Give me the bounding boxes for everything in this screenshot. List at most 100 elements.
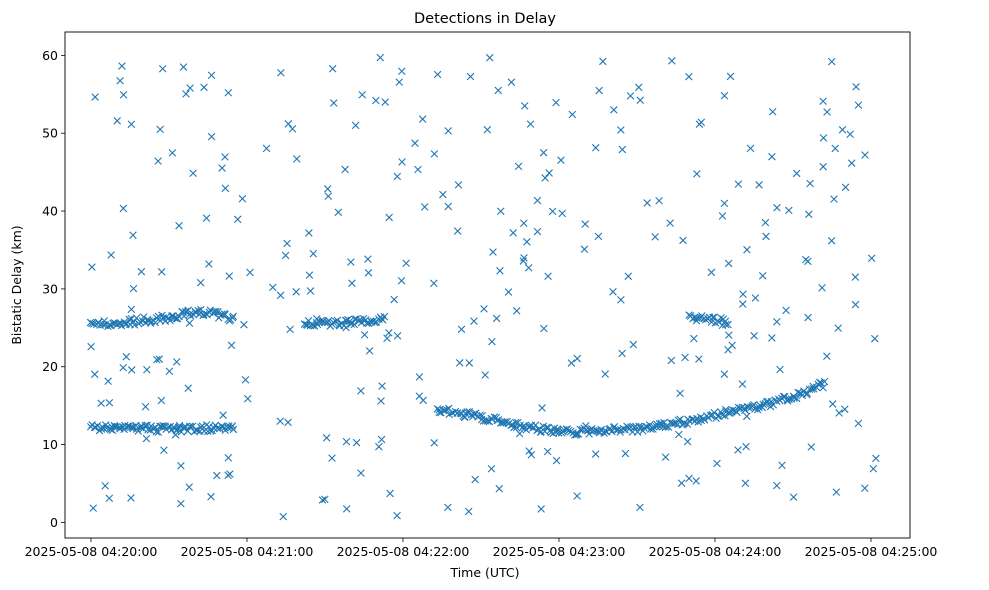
detection-marker	[157, 268, 166, 276]
detection-marker	[444, 503, 452, 512]
y-tick-label: 40	[42, 204, 58, 219]
detection-marker	[846, 130, 854, 139]
detection-marker	[433, 70, 442, 79]
detection-marker	[581, 220, 589, 228]
detection-marker	[524, 263, 533, 272]
detection-marker	[328, 454, 336, 462]
detection-marker	[685, 72, 693, 81]
detection-marker	[154, 428, 163, 436]
detection-marker	[207, 492, 215, 501]
detection-marker	[305, 229, 313, 237]
detection-marker	[785, 206, 793, 215]
detection-marker	[481, 371, 489, 379]
detection-marker	[207, 71, 216, 80]
detection-marker	[692, 477, 700, 485]
detection-marker	[189, 169, 197, 178]
detection-marker	[861, 151, 869, 159]
detection-marker	[471, 475, 479, 484]
detection-marker	[134, 427, 142, 435]
detection-marker	[601, 427, 609, 435]
detection-marker	[480, 305, 488, 313]
detection-marker	[419, 396, 427, 405]
detection-marker	[227, 341, 236, 350]
detection-marker	[312, 315, 321, 323]
detection-marker	[221, 153, 229, 161]
detection-marker	[677, 479, 686, 487]
detection-marker	[743, 245, 751, 254]
detection-marker	[122, 352, 131, 361]
detection-marker	[457, 325, 466, 334]
detection-marker	[127, 366, 136, 374]
detection-marker	[739, 290, 747, 298]
detection-marker	[397, 276, 406, 285]
detection-marker	[761, 218, 770, 227]
detection-marker	[418, 115, 427, 123]
detection-marker	[526, 120, 535, 128]
detection-marker	[655, 420, 664, 428]
detection-marker	[758, 272, 767, 280]
detection-marker	[537, 505, 545, 513]
detection-marker	[525, 447, 533, 455]
detection-marker	[309, 249, 318, 258]
detection-marker	[155, 355, 164, 363]
detection-marker	[854, 101, 863, 109]
detection-marker	[643, 199, 652, 207]
detection-marker	[629, 340, 638, 349]
detection-marker	[471, 409, 480, 418]
detection-marker	[617, 126, 625, 134]
detection-marker	[636, 503, 644, 512]
detection-marker	[676, 415, 684, 424]
data-points	[86, 53, 880, 521]
detection-marker	[283, 239, 291, 248]
detection-marker	[173, 425, 182, 434]
detection-marker	[334, 208, 343, 217]
detection-marker	[690, 334, 698, 343]
detection-marker	[720, 370, 729, 378]
detection-marker	[129, 284, 138, 293]
detection-marker	[496, 207, 505, 216]
detection-marker	[520, 421, 528, 430]
detection-marker	[127, 120, 136, 129]
detection-marker	[483, 125, 492, 134]
detection-marker	[700, 416, 709, 424]
detection-marker	[207, 132, 216, 141]
detection-marker	[97, 399, 105, 408]
detection-marker	[649, 425, 657, 433]
detection-marker	[557, 156, 565, 165]
detection-marker	[241, 376, 250, 384]
detection-marker	[378, 382, 386, 390]
detection-marker	[636, 96, 645, 105]
detection-marker	[743, 412, 751, 421]
detection-marker	[184, 384, 193, 392]
detection-marker	[89, 320, 98, 328]
detection-marker	[348, 279, 356, 288]
detection-marker	[465, 359, 474, 367]
detection-marker	[430, 279, 438, 288]
detection-marker	[224, 471, 232, 480]
y-tick-label: 0	[50, 515, 58, 530]
detection-marker	[328, 64, 337, 73]
detection-marker	[693, 170, 701, 178]
y-tick-label: 30	[42, 281, 58, 296]
detection-marker	[872, 454, 880, 463]
detection-marker	[158, 64, 167, 73]
detection-marker	[154, 157, 162, 165]
detection-marker	[667, 356, 676, 365]
detection-marker	[533, 227, 542, 236]
detection-marker	[229, 425, 238, 434]
y-tick-label: 10	[42, 437, 58, 452]
detection-marker	[262, 144, 271, 153]
detection-marker	[834, 324, 842, 332]
detection-marker	[655, 196, 663, 205]
detection-marker	[734, 180, 743, 188]
detection-marker	[515, 429, 524, 438]
detection-marker	[591, 450, 600, 458]
detection-marker	[439, 190, 447, 199]
detection-marker	[240, 320, 248, 329]
detection-marker	[233, 215, 242, 224]
detection-marker	[869, 464, 878, 473]
detection-marker	[104, 377, 112, 385]
detection-marker	[113, 117, 122, 125]
detection-marker	[867, 254, 876, 263]
detection-marker	[347, 258, 355, 266]
